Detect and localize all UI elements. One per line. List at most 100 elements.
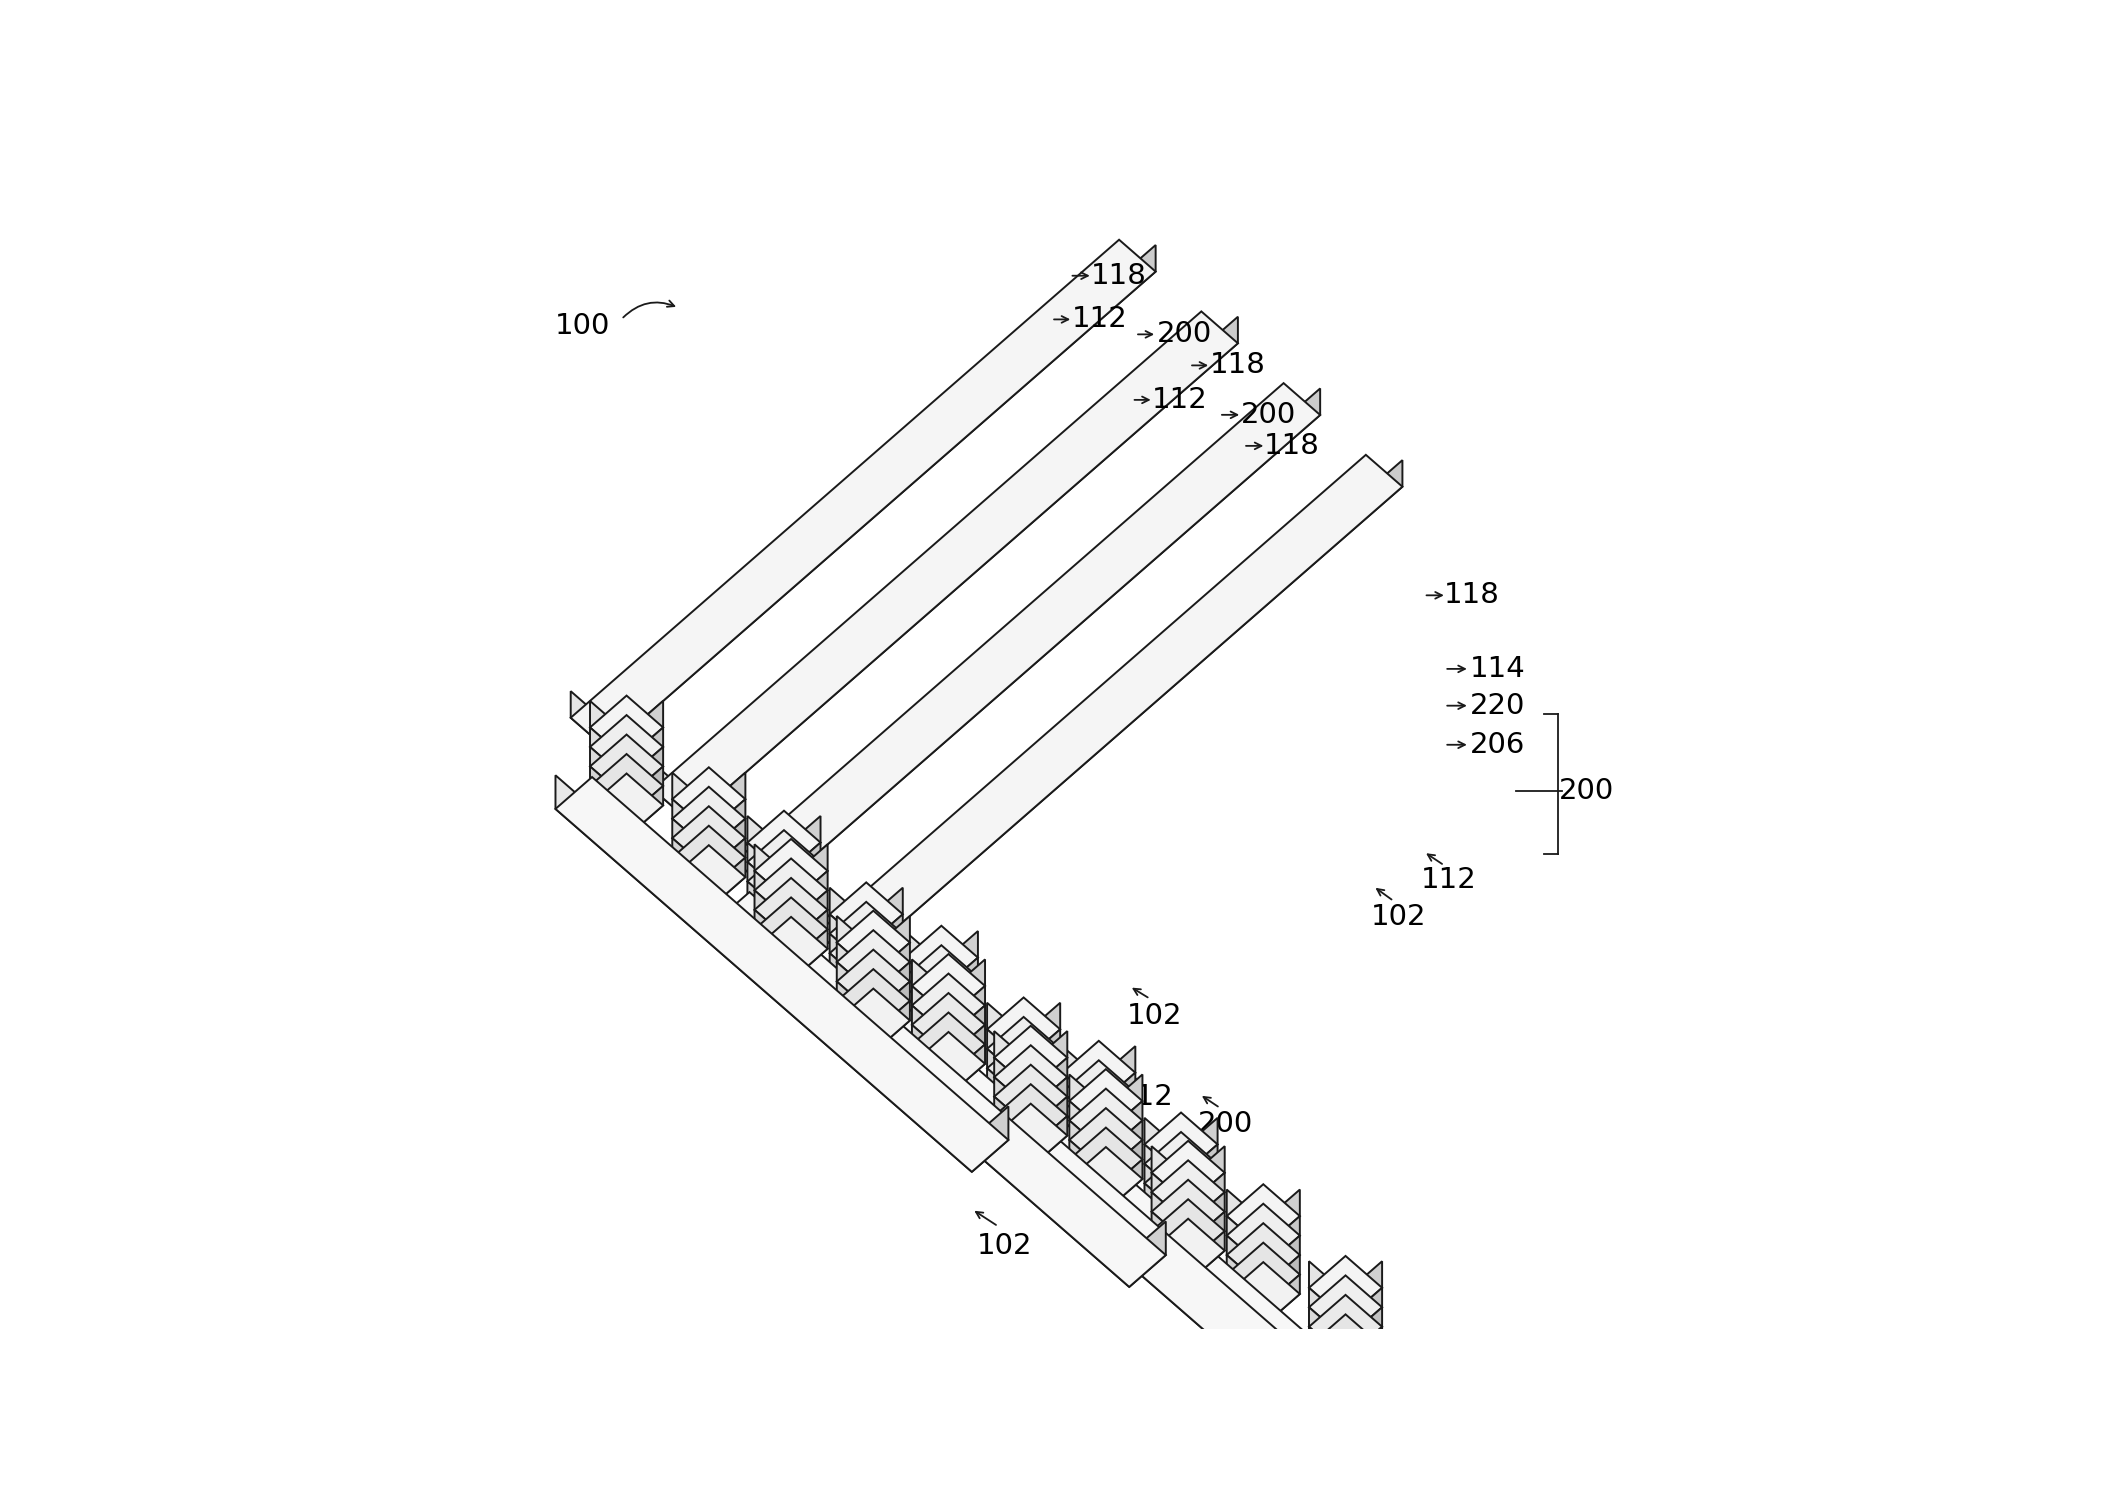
Polygon shape bbox=[994, 1032, 1031, 1090]
Polygon shape bbox=[1227, 1190, 1263, 1248]
Polygon shape bbox=[1031, 1096, 1067, 1148]
Polygon shape bbox=[829, 902, 903, 966]
Polygon shape bbox=[783, 881, 821, 933]
Polygon shape bbox=[987, 1075, 1061, 1139]
Polygon shape bbox=[606, 245, 1156, 749]
Polygon shape bbox=[817, 906, 855, 964]
Polygon shape bbox=[754, 929, 791, 981]
Text: 220: 220 bbox=[1469, 691, 1524, 720]
Polygon shape bbox=[1128, 1221, 1166, 1287]
Polygon shape bbox=[1063, 1060, 1135, 1124]
Polygon shape bbox=[1105, 1160, 1143, 1211]
Polygon shape bbox=[1031, 1117, 1067, 1168]
Polygon shape bbox=[941, 957, 979, 1009]
Polygon shape bbox=[1309, 1327, 1345, 1378]
Polygon shape bbox=[1063, 1041, 1135, 1105]
Polygon shape bbox=[994, 1096, 1031, 1148]
Polygon shape bbox=[911, 1032, 985, 1096]
Text: 102: 102 bbox=[1126, 1002, 1183, 1030]
Polygon shape bbox=[1099, 1047, 1135, 1105]
Polygon shape bbox=[987, 1017, 1061, 1081]
Text: 100: 100 bbox=[554, 312, 610, 340]
Text: 112: 112 bbox=[1151, 385, 1208, 414]
Polygon shape bbox=[589, 696, 663, 760]
Polygon shape bbox=[1227, 1184, 1301, 1248]
Polygon shape bbox=[911, 960, 949, 1018]
Polygon shape bbox=[949, 1024, 985, 1076]
Polygon shape bbox=[747, 842, 783, 894]
Polygon shape bbox=[994, 1076, 1031, 1129]
Polygon shape bbox=[874, 917, 909, 975]
Polygon shape bbox=[1023, 1029, 1061, 1081]
Polygon shape bbox=[987, 1036, 1061, 1100]
Polygon shape bbox=[1309, 1294, 1383, 1359]
Polygon shape bbox=[690, 317, 1238, 821]
Polygon shape bbox=[1145, 1165, 1181, 1215]
Polygon shape bbox=[941, 976, 979, 1029]
Text: 206: 206 bbox=[1469, 730, 1524, 758]
Polygon shape bbox=[589, 727, 627, 779]
Polygon shape bbox=[1063, 1047, 1099, 1105]
Polygon shape bbox=[994, 1045, 1067, 1109]
Polygon shape bbox=[671, 767, 745, 832]
Polygon shape bbox=[874, 1000, 909, 1053]
Polygon shape bbox=[1227, 1236, 1263, 1287]
Polygon shape bbox=[905, 926, 979, 990]
Polygon shape bbox=[829, 960, 903, 1024]
Polygon shape bbox=[709, 799, 745, 851]
Polygon shape bbox=[911, 985, 949, 1038]
Polygon shape bbox=[1027, 1123, 1480, 1493]
Polygon shape bbox=[838, 1000, 874, 1053]
Polygon shape bbox=[987, 1088, 1023, 1139]
Polygon shape bbox=[754, 917, 827, 981]
Text: 200: 200 bbox=[1560, 776, 1615, 805]
Polygon shape bbox=[1181, 1145, 1217, 1196]
Polygon shape bbox=[1151, 1172, 1187, 1224]
Polygon shape bbox=[949, 960, 985, 1018]
Polygon shape bbox=[1151, 1179, 1225, 1244]
Polygon shape bbox=[671, 845, 745, 909]
Polygon shape bbox=[1069, 1127, 1143, 1191]
Polygon shape bbox=[783, 842, 821, 894]
Polygon shape bbox=[747, 881, 783, 933]
Polygon shape bbox=[1099, 1093, 1135, 1144]
Polygon shape bbox=[911, 1012, 985, 1076]
Polygon shape bbox=[747, 888, 821, 953]
Polygon shape bbox=[747, 900, 783, 953]
Polygon shape bbox=[791, 845, 827, 903]
Polygon shape bbox=[1105, 1120, 1143, 1172]
Polygon shape bbox=[671, 826, 745, 890]
Polygon shape bbox=[1063, 1079, 1135, 1144]
Polygon shape bbox=[1069, 1088, 1143, 1153]
Polygon shape bbox=[941, 996, 979, 1048]
Polygon shape bbox=[747, 850, 821, 914]
Polygon shape bbox=[1151, 1218, 1225, 1282]
Polygon shape bbox=[1187, 1172, 1225, 1224]
Polygon shape bbox=[1063, 1118, 1135, 1182]
Polygon shape bbox=[714, 893, 1166, 1287]
Text: 118: 118 bbox=[1090, 261, 1147, 290]
Polygon shape bbox=[1263, 1217, 1301, 1268]
Polygon shape bbox=[627, 785, 663, 838]
Polygon shape bbox=[1023, 1069, 1061, 1120]
Polygon shape bbox=[754, 858, 827, 923]
Polygon shape bbox=[1099, 1072, 1135, 1124]
Polygon shape bbox=[791, 870, 827, 923]
Polygon shape bbox=[829, 882, 903, 947]
Polygon shape bbox=[905, 957, 941, 1009]
Polygon shape bbox=[838, 930, 909, 994]
Polygon shape bbox=[1031, 1032, 1067, 1090]
Text: 112: 112 bbox=[1071, 306, 1128, 333]
Polygon shape bbox=[1227, 1256, 1263, 1306]
Polygon shape bbox=[1105, 1075, 1143, 1133]
Polygon shape bbox=[829, 972, 867, 1024]
Polygon shape bbox=[829, 914, 867, 966]
Polygon shape bbox=[911, 993, 985, 1057]
Polygon shape bbox=[1151, 1147, 1187, 1205]
Text: 102: 102 bbox=[977, 1232, 1031, 1260]
Polygon shape bbox=[754, 909, 791, 961]
Polygon shape bbox=[671, 772, 709, 832]
Polygon shape bbox=[1309, 1275, 1383, 1339]
Polygon shape bbox=[867, 933, 903, 985]
Polygon shape bbox=[987, 1029, 1023, 1081]
